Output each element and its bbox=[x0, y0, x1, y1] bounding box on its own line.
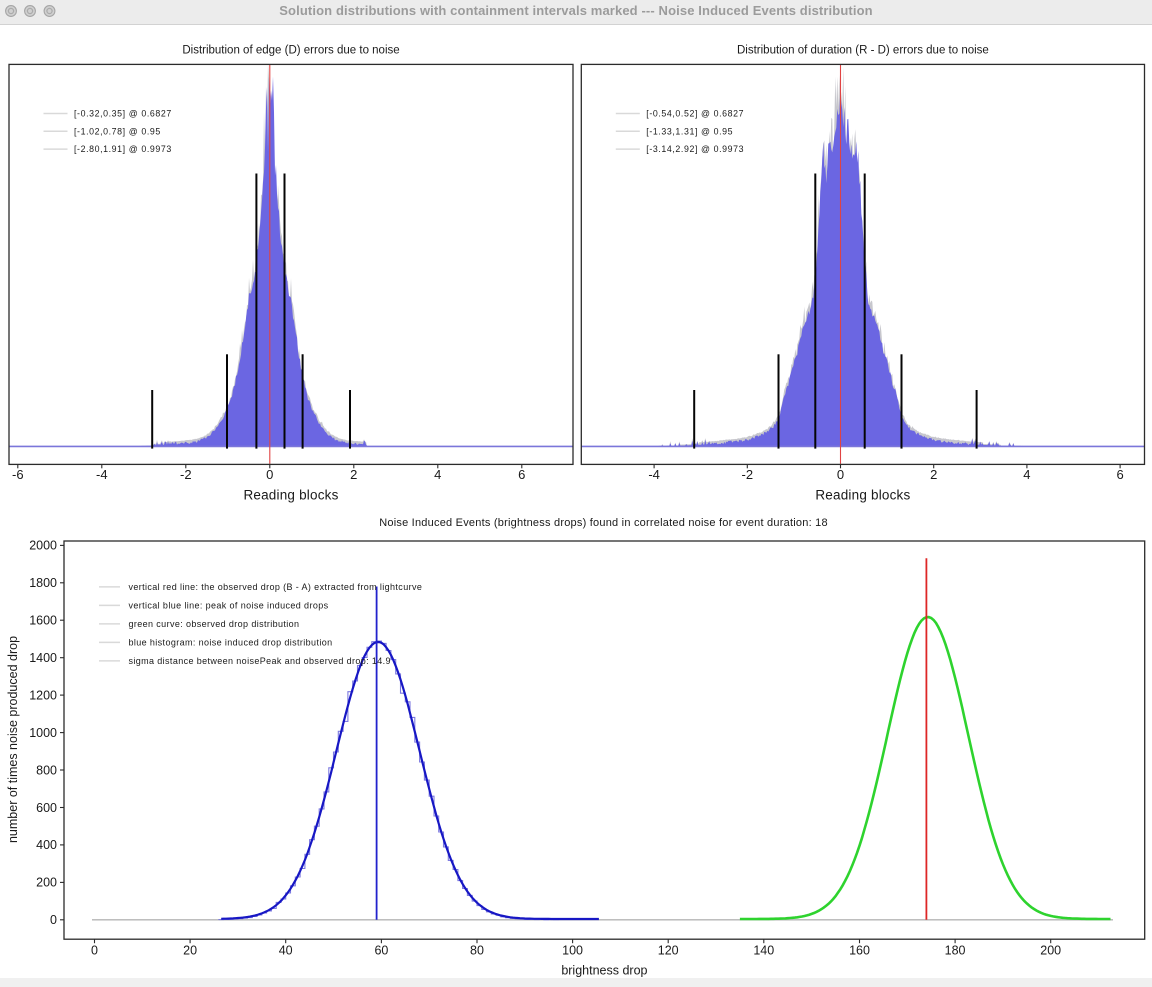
svg-text:1200: 1200 bbox=[29, 688, 57, 702]
svg-text:80: 80 bbox=[470, 944, 484, 958]
svg-text:[-2.80,1.91] @ 0.9973: [-2.80,1.91] @ 0.9973 bbox=[74, 144, 172, 154]
svg-text:180: 180 bbox=[945, 944, 966, 958]
svg-text:200: 200 bbox=[1040, 944, 1061, 958]
svg-text:0: 0 bbox=[50, 913, 57, 927]
svg-text:4: 4 bbox=[434, 467, 441, 482]
svg-text:sigma distance between noisePe: sigma distance between noisePeak and obs… bbox=[129, 656, 391, 666]
svg-text:1800: 1800 bbox=[29, 576, 57, 590]
svg-text:0: 0 bbox=[91, 944, 98, 958]
svg-text:Reading blocks: Reading blocks bbox=[815, 488, 910, 503]
svg-text:brightness drop: brightness drop bbox=[561, 964, 647, 978]
svg-text:100: 100 bbox=[562, 944, 583, 958]
svg-text:6: 6 bbox=[518, 467, 525, 482]
svg-text:-2: -2 bbox=[742, 467, 754, 482]
svg-text:[-1.33,1.31] @ 0.95: [-1.33,1.31] @ 0.95 bbox=[646, 126, 733, 136]
svg-text:2000: 2000 bbox=[29, 539, 57, 553]
svg-text:-2: -2 bbox=[180, 467, 192, 482]
svg-text:[-0.32,0.35] @ 0.6827: [-0.32,0.35] @ 0.6827 bbox=[74, 109, 172, 119]
svg-text:-4: -4 bbox=[648, 467, 660, 482]
svg-text:0: 0 bbox=[266, 467, 273, 482]
svg-text:vertical blue line: peak of no: vertical blue line: peak of noise induce… bbox=[129, 600, 329, 610]
svg-text:60: 60 bbox=[374, 944, 388, 958]
svg-text:800: 800 bbox=[36, 763, 57, 777]
svg-text:400: 400 bbox=[36, 838, 57, 852]
svg-text:Noise Induced Events (brightne: Noise Induced Events (brightness drops) … bbox=[379, 517, 828, 529]
svg-text:200: 200 bbox=[36, 876, 57, 890]
svg-text:[-0.54,0.52] @ 0.6827: [-0.54,0.52] @ 0.6827 bbox=[646, 109, 744, 119]
svg-text:blue histogram: noise induced: blue histogram: noise induced drop distr… bbox=[129, 637, 333, 647]
svg-text:Distribution of duration (R -: Distribution of duration (R - D) errors … bbox=[737, 45, 989, 57]
svg-text:-6: -6 bbox=[12, 467, 24, 482]
svg-text:2: 2 bbox=[350, 467, 357, 482]
svg-text:0: 0 bbox=[837, 467, 844, 482]
svg-text:vertical red line: the observe: vertical red line: the observed drop (B … bbox=[129, 582, 423, 592]
svg-text:Distribution of edge (D) error: Distribution of edge (D) errors due to n… bbox=[182, 45, 399, 57]
svg-text:140: 140 bbox=[753, 944, 774, 958]
svg-text:40: 40 bbox=[279, 944, 293, 958]
svg-text:[-3.14,2.92] @ 0.9973: [-3.14,2.92] @ 0.9973 bbox=[646, 144, 744, 154]
svg-text:4: 4 bbox=[1023, 467, 1030, 482]
svg-text:1000: 1000 bbox=[29, 726, 57, 740]
svg-text:6: 6 bbox=[1116, 467, 1123, 482]
svg-text:20: 20 bbox=[183, 944, 197, 958]
svg-text:[-1.02,0.78] @ 0.95: [-1.02,0.78] @ 0.95 bbox=[74, 126, 161, 136]
svg-text:green curve: observed drop dis: green curve: observed drop distribution bbox=[129, 619, 300, 629]
svg-text:-4: -4 bbox=[96, 467, 108, 482]
svg-text:number of times noise produced: number of times noise produced drop bbox=[6, 636, 20, 843]
svg-text:1400: 1400 bbox=[29, 651, 57, 665]
svg-text:Solution distributions with co: Solution distributions with containment … bbox=[279, 3, 872, 18]
svg-text:600: 600 bbox=[36, 801, 57, 815]
svg-text:Reading blocks: Reading blocks bbox=[243, 488, 338, 503]
svg-text:1600: 1600 bbox=[29, 614, 57, 628]
svg-text:160: 160 bbox=[849, 944, 870, 958]
svg-text:120: 120 bbox=[658, 944, 679, 958]
svg-text:2: 2 bbox=[930, 467, 937, 482]
